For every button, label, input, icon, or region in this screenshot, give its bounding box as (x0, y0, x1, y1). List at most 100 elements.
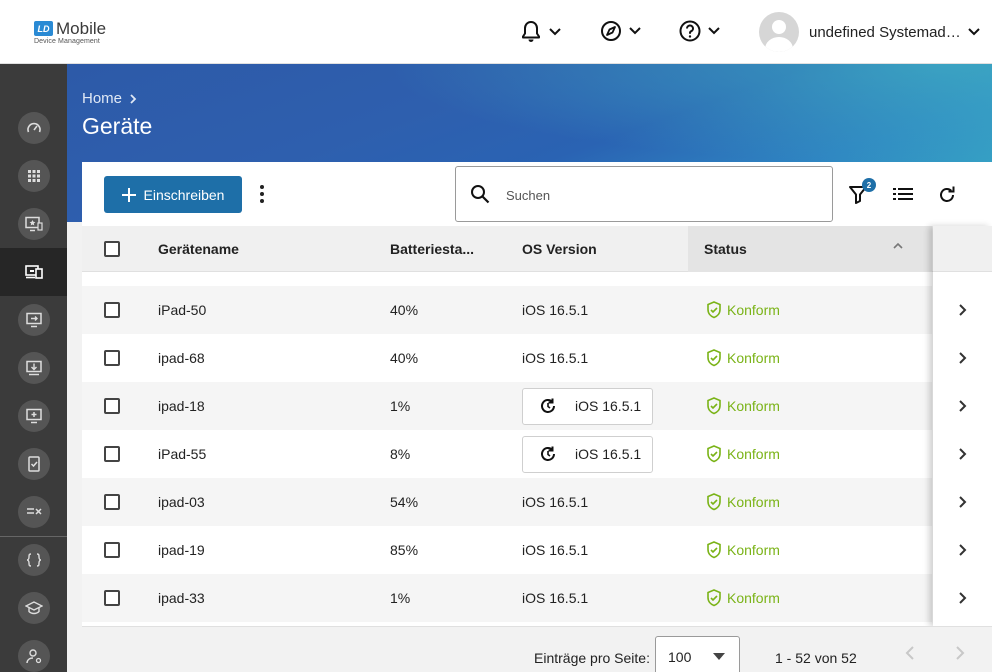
battery-level: 1% (390, 590, 411, 606)
search-box[interactable] (455, 166, 833, 222)
chevron-right-icon (958, 448, 966, 460)
next-page-button[interactable] (954, 645, 966, 664)
enroll-button[interactable]: Einschreiben (104, 176, 242, 213)
sidebar-item-scripts[interactable] (0, 536, 67, 584)
refresh-button[interactable] (938, 186, 956, 209)
table-row[interactable]: ipad-33 1% iOS 16.5.1 Konform (82, 574, 932, 622)
column-view-button[interactable] (893, 187, 913, 206)
sidebar-item-device-check[interactable] (0, 440, 67, 488)
logo-subtitle: Device Management (34, 38, 100, 45)
sidebar-item-device-add[interactable] (0, 392, 67, 440)
device-name[interactable]: ipad-33 (158, 590, 205, 606)
table-row[interactable]: ipad-19 85% iOS 16.5.1 Konform (82, 526, 932, 574)
device-download-icon (25, 360, 42, 376)
sidebar-item-device-download[interactable] (0, 344, 67, 392)
column-header-name[interactable]: Gerätename (158, 241, 239, 257)
os-version: iOS 16.5.1 (575, 398, 642, 414)
help-menu[interactable] (679, 20, 721, 42)
battery-cell: 1% (390, 382, 410, 430)
breadcrumb-home[interactable]: Home (82, 90, 123, 107)
status-cell: Konform (706, 526, 780, 574)
os-cell: iOS 16.5.1 (522, 526, 588, 574)
app-logo[interactable]: LD Mobile Device Management (34, 20, 106, 45)
previous-page-button[interactable] (904, 645, 916, 664)
shield-check-icon (707, 445, 721, 463)
device-add-icon (25, 408, 42, 424)
filter-button[interactable]: 2 (849, 178, 876, 209)
table-row[interactable]: iPad-55 8% iOS 16.5.1 Konform (82, 430, 932, 478)
table-row[interactable]: ipad-18 1% iOS 16.5.1 Konform (82, 382, 932, 430)
sidebar-item-apps[interactable] (0, 152, 67, 200)
row-checkbox[interactable] (104, 398, 120, 414)
filter-count-badge: 2 (862, 178, 876, 192)
status-cell: Konform (706, 478, 780, 526)
device-name-cell: iPad-50 (158, 286, 206, 334)
sidebar-item-dashboard[interactable] (0, 104, 67, 152)
os-update-button[interactable]: iOS 16.5.1 (522, 387, 653, 425)
sidebar-item-rules[interactable] (0, 488, 67, 536)
more-actions-button[interactable] (252, 180, 272, 208)
chevron-right-icon (958, 592, 966, 604)
refresh-icon (940, 186, 955, 202)
row-checkbox[interactable] (104, 302, 120, 318)
row-actions-column (933, 226, 992, 626)
table-row[interactable]: iPad-50 40% iOS 16.5.1 Konform (82, 286, 932, 334)
row-checkbox[interactable] (104, 350, 120, 366)
sidebar-item-device-forward[interactable] (0, 296, 67, 344)
status-badge: Konform (706, 301, 780, 319)
row-checkbox[interactable] (104, 590, 120, 606)
row-open-button[interactable] (933, 382, 992, 430)
devices-card: Einschreiben 2 Gerätename Batteriesta...… (82, 162, 992, 672)
table-row[interactable]: ipad-68 40% iOS 16.5.1 Konform (82, 334, 932, 382)
row-open-button[interactable] (933, 334, 992, 382)
row-open-button[interactable] (933, 430, 992, 478)
per-page-select[interactable]: 100 (655, 636, 740, 672)
battery-cell: 8% (390, 430, 410, 478)
column-header-battery[interactable]: Batteriesta... (390, 241, 475, 257)
sidebar-item-user-settings[interactable] (0, 632, 67, 672)
search-input[interactable] (506, 183, 806, 207)
sidebar-item-featured-devices[interactable] (0, 200, 67, 248)
row-checkbox[interactable] (104, 542, 120, 558)
battery-cell: 85% (390, 526, 418, 574)
device-name[interactable]: ipad-18 (158, 398, 205, 414)
top-bar: LD Mobile Device Management undefined Sy… (0, 0, 992, 64)
device-forward-icon (25, 312, 42, 328)
status-badge: Konform (706, 445, 780, 463)
user-settings-icon (25, 649, 41, 664)
column-header-status[interactable]: Status (688, 226, 932, 272)
device-name[interactable]: ipad-19 (158, 542, 205, 558)
os-version: iOS 16.5.1 (522, 542, 589, 558)
dashboard-icon (26, 122, 41, 133)
device-name[interactable]: ipad-68 (158, 350, 205, 366)
chevron-right-icon (958, 400, 966, 412)
device-name[interactable]: iPad-55 (158, 446, 207, 462)
per-page-label: Einträge pro Seite: (534, 650, 650, 666)
os-update-button[interactable]: iOS 16.5.1 (522, 435, 653, 473)
row-open-button[interactable] (933, 526, 992, 574)
compass-menu[interactable] (600, 20, 642, 42)
device-name[interactable]: ipad-03 (158, 494, 205, 510)
sidebar-item-school[interactable] (0, 584, 67, 632)
column-header-os[interactable]: OS Version (522, 241, 597, 257)
row-select-cell (104, 478, 120, 526)
row-open-button[interactable] (933, 478, 992, 526)
select-all-checkbox[interactable] (104, 241, 120, 257)
row-select-cell (104, 334, 120, 382)
status-cell: Konform (706, 286, 780, 334)
row-checkbox[interactable] (104, 446, 120, 462)
bell-icon (522, 21, 540, 42)
row-checkbox[interactable] (104, 494, 120, 510)
device-name-cell: iPad-55 (158, 430, 206, 478)
row-open-button[interactable] (933, 574, 992, 622)
sidebar-item-devices[interactable] (0, 248, 67, 296)
os-version: iOS 16.5.1 (575, 446, 642, 462)
notifications-menu[interactable] (520, 20, 562, 44)
table-row[interactable]: ipad-03 54% iOS 16.5.1 Konform (82, 478, 932, 526)
device-name[interactable]: iPad-50 (158, 302, 207, 318)
row-open-button[interactable] (933, 286, 992, 334)
battery-level: 40% (390, 302, 419, 318)
user-menu[interactable]: undefined Systemadministrator (759, 12, 981, 52)
select-all-cell (104, 226, 120, 272)
sort-ascending-icon (893, 242, 903, 249)
